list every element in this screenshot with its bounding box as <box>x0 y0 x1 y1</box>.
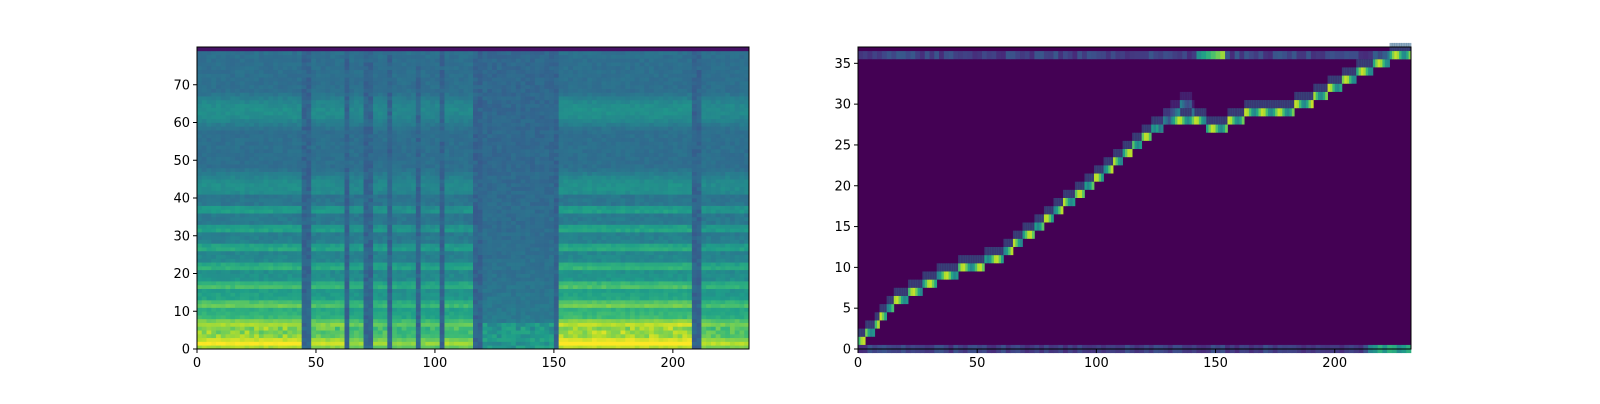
alignment-heatmap <box>858 43 1411 353</box>
mel-spectrogram-xtick-label: 200 <box>660 356 685 371</box>
alignment-ytick-label: 5 <box>843 302 851 317</box>
alignment-ytick-label: 35 <box>834 57 851 72</box>
alignment-ytick-label: 20 <box>834 179 851 194</box>
alignment-ytick-label: 25 <box>834 138 851 153</box>
mel-spectrogram-ytick-label: 20 <box>173 267 190 282</box>
alignment-ytick-label: 30 <box>834 98 851 113</box>
mel-spectrogram-ytick-label: 30 <box>173 229 190 244</box>
mel-spectrogram-panel: 0 50 100 150 200 0 10 20 30 40 50 60 70 <box>173 47 749 371</box>
mel-spectrogram-xtick-label: 0 <box>193 356 201 371</box>
mel-spectrogram-xtick-label: 150 <box>541 356 566 371</box>
alignment-ytick-label: 15 <box>834 220 851 235</box>
alignment-ytick-label: 0 <box>843 343 851 358</box>
mel-spectrogram-xtick-label: 100 <box>423 356 448 371</box>
mel-spectrogram-ytick-label: 0 <box>182 343 190 358</box>
alignment-xtick-label: 0 <box>854 356 862 371</box>
alignment-xtick-label: 50 <box>969 356 986 371</box>
alignment-ytick-label: 10 <box>834 261 851 276</box>
alignment-xtick-label: 200 <box>1322 356 1347 371</box>
mel-spectrogram-ytick-label: 50 <box>173 154 190 169</box>
mel-spectrogram-ytick-label: 40 <box>173 192 190 207</box>
alignment-xtick-label: 100 <box>1084 356 1109 371</box>
alignment-panel: 0 50 100 150 200 0 5 10 15 20 25 30 35 <box>834 43 1411 371</box>
mel-spectrogram-xtick-label: 50 <box>308 356 325 371</box>
alignment-xtick-label: 150 <box>1203 356 1228 371</box>
mel-spectrogram-ytick-label: 10 <box>173 305 190 320</box>
mel-spectrogram-ytick-label: 60 <box>173 116 190 131</box>
mel-spectrogram-ytick-label: 70 <box>173 78 190 93</box>
mel-spectrogram-heatmap <box>197 47 749 349</box>
